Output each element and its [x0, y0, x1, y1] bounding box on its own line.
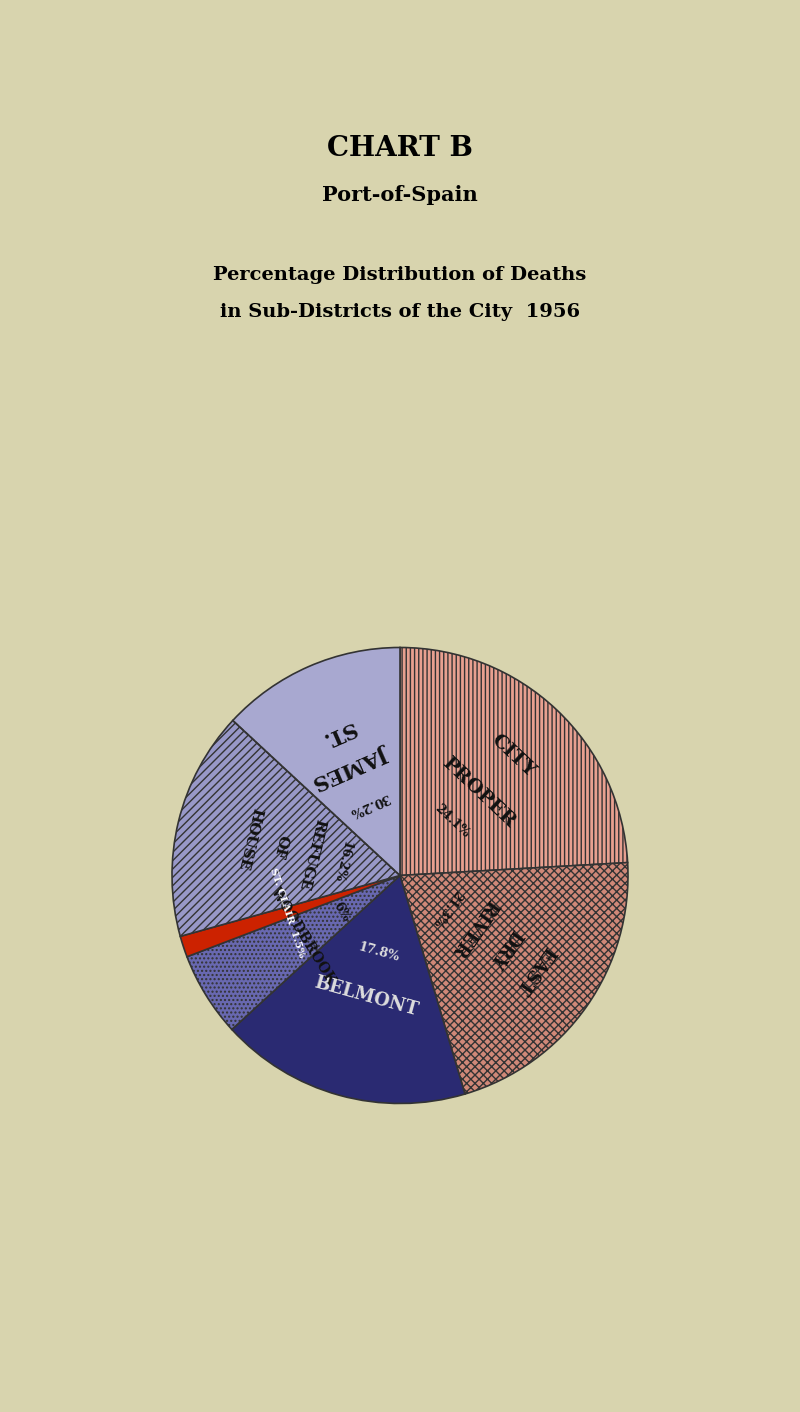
Text: 17.8%: 17.8%	[357, 940, 401, 964]
Text: 30.2%: 30.2%	[347, 791, 391, 819]
Wedge shape	[400, 863, 628, 1094]
Wedge shape	[180, 875, 400, 957]
Text: CITY: CITY	[487, 731, 538, 781]
Text: Percentage Distribution of Deaths: Percentage Distribution of Deaths	[214, 267, 586, 284]
Text: ST. CLAIR  1.5%: ST. CLAIR 1.5%	[269, 867, 306, 959]
Text: 6%: 6%	[331, 899, 353, 923]
Text: JAMES: JAMES	[312, 741, 394, 792]
Text: DRY: DRY	[485, 926, 524, 971]
Text: CHART B: CHART B	[327, 134, 473, 162]
Text: 16.2%: 16.2%	[331, 839, 354, 884]
Text: RIVER: RIVER	[448, 895, 501, 960]
Text: in Sub-Districts of the City  1956: in Sub-Districts of the City 1956	[220, 304, 580, 321]
Text: OF: OF	[270, 833, 290, 860]
Wedge shape	[400, 648, 628, 875]
Text: HOUSE: HOUSE	[235, 806, 264, 871]
Text: EAST: EAST	[511, 943, 557, 997]
Text: Port-of-Spain: Port-of-Spain	[322, 185, 478, 205]
Wedge shape	[233, 648, 400, 875]
Text: BELMONT: BELMONT	[313, 973, 421, 1019]
Wedge shape	[232, 875, 465, 1104]
Text: 24.1%: 24.1%	[432, 802, 471, 840]
Text: ST.: ST.	[318, 717, 358, 750]
Wedge shape	[187, 875, 400, 1029]
Text: PROPER: PROPER	[438, 754, 518, 832]
Wedge shape	[172, 720, 400, 936]
Text: WOODBROOK: WOODBROOK	[268, 884, 338, 987]
Text: REFUGE: REFUGE	[296, 816, 327, 891]
Text: 21.3%: 21.3%	[429, 887, 464, 929]
